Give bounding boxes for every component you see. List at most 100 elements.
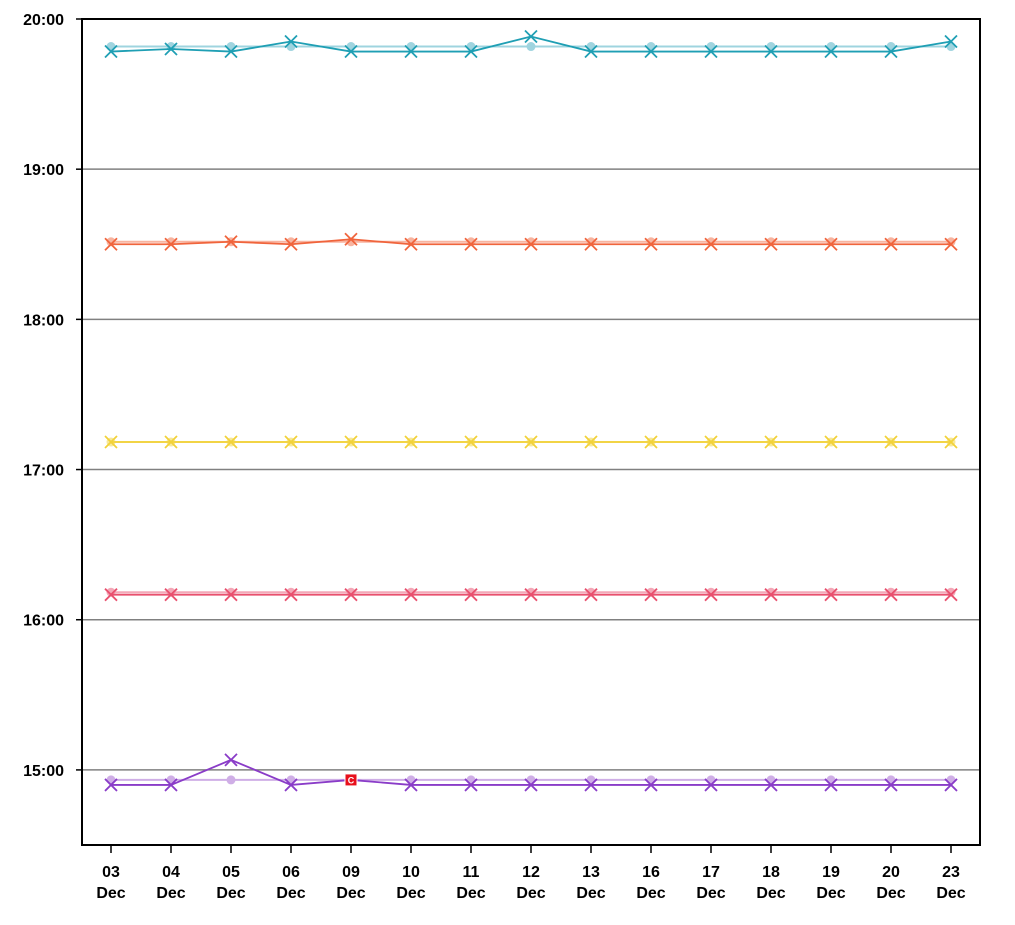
- actual-point-marker: [344, 44, 358, 59]
- x-tick-label-day: 18: [762, 864, 780, 881]
- x-tick-label-day: 23: [942, 864, 960, 881]
- x-tick-label-month: Dec: [336, 885, 365, 902]
- planned-point: [646, 42, 656, 52]
- x-tick-label-month: Dec: [96, 885, 125, 902]
- actual-point-marker: [404, 778, 418, 792]
- actual-point-marker: [344, 232, 358, 246]
- actual-point-marker: [944, 34, 958, 49]
- planned-point: [826, 775, 836, 785]
- actual-point-marker: [704, 237, 718, 251]
- actual-point-marker: [644, 588, 658, 602]
- series-4: [104, 753, 958, 792]
- actual-point-marker: [164, 237, 178, 251]
- planned-point: [526, 42, 536, 52]
- actual-point-marker: [704, 44, 718, 59]
- actual-point-marker: [164, 42, 178, 56]
- actual-point-marker: [584, 588, 598, 602]
- y-tick-label: 20:00: [23, 12, 64, 29]
- actual-point-marker: [464, 588, 478, 602]
- actual-point-marker: [464, 435, 478, 449]
- actual-point-marker: [764, 435, 778, 449]
- actual-point-marker: [764, 44, 778, 59]
- x-tick-label-month: Dec: [636, 885, 665, 902]
- planned-point: [406, 42, 416, 52]
- planned-point: [226, 42, 236, 52]
- x-tick-label-day: 05: [222, 864, 240, 881]
- actual-point-marker: [344, 435, 358, 449]
- actual-point-marker: [164, 588, 178, 602]
- planned-point: [526, 775, 536, 785]
- actual-point-marker: [404, 588, 418, 602]
- actual-point-marker: [824, 588, 838, 602]
- planned-point: [706, 775, 716, 785]
- actual-point-marker: [764, 778, 778, 792]
- planned-point: [766, 775, 776, 785]
- actual-point-marker: [884, 237, 898, 251]
- planned-point: [466, 775, 476, 785]
- y-tick-label: 15:00: [23, 763, 64, 780]
- actual-point-marker: [164, 778, 178, 792]
- x-tick-label-month: Dec: [756, 885, 785, 902]
- x-tick-label-month: Dec: [576, 885, 605, 902]
- planned-point: [586, 42, 596, 52]
- x-tick-label-day: 13: [582, 864, 600, 881]
- x-tick-label-day: 19: [822, 864, 840, 881]
- x-tick-label-month: Dec: [516, 885, 545, 902]
- x-tick-label-month: Dec: [156, 885, 185, 902]
- actual-point-marker: [644, 435, 658, 449]
- actual-point-marker: [224, 435, 238, 449]
- x-tick-label-day: 12: [522, 864, 540, 881]
- x-tick-label-day: 10: [402, 864, 420, 881]
- actual-point-marker: [224, 44, 238, 59]
- actual-point-marker: [284, 34, 298, 49]
- actual-point-marker: [404, 435, 418, 449]
- series-0: [104, 29, 958, 59]
- y-tick-label: 18:00: [23, 312, 64, 329]
- x-tick-label-month: Dec: [276, 885, 305, 902]
- planned-point: [886, 42, 896, 52]
- actual-point-marker: [524, 588, 538, 602]
- actual-point-marker: [944, 237, 958, 251]
- x-tick-label-day: 04: [162, 864, 180, 881]
- x-tick-label-day: 17: [702, 864, 720, 881]
- actual-point-marker: [404, 237, 418, 251]
- x-tick-label-day: 11: [463, 864, 480, 881]
- x-tick-label-month: Dec: [456, 885, 485, 902]
- axis-layer: 15:00 16:00 17:00 18:00 19:00 20:00 03 Dec 04 Dec…: [23, 12, 981, 902]
- planned-point: [646, 775, 656, 785]
- actual-point-marker: [104, 44, 118, 59]
- actual-point-marker: [284, 435, 298, 449]
- planned-point: [586, 775, 596, 785]
- x-tick-label-day: 16: [642, 864, 660, 881]
- actual-point-marker: [524, 778, 538, 792]
- actual-point-marker: [944, 435, 958, 449]
- annotation-badge-label: C: [348, 775, 355, 785]
- y-tick-label: 16:00: [23, 613, 64, 630]
- planned-point: [406, 775, 416, 785]
- actual-point-marker: [764, 588, 778, 602]
- x-tick-label-month: Dec: [396, 885, 425, 902]
- actual-point-marker: [884, 435, 898, 449]
- actual-point-marker: [164, 435, 178, 449]
- actual-point-marker: [824, 44, 838, 59]
- actual-point-marker: [644, 778, 658, 792]
- x-tick-label-month: Dec: [876, 885, 905, 902]
- planned-point: [946, 42, 956, 52]
- actual-point-marker: [404, 44, 418, 59]
- actual-point-marker: [824, 435, 838, 449]
- actual-point-marker: [284, 588, 298, 602]
- planned-point: [466, 42, 476, 52]
- actual-point-marker: [464, 237, 478, 251]
- actual-point-marker: [224, 753, 238, 767]
- actual-point-marker: [704, 588, 718, 602]
- actual-point-marker: [944, 588, 958, 602]
- actual-point-marker: [104, 778, 118, 792]
- actual-point-marker: [704, 778, 718, 792]
- actual-point-marker: [104, 435, 118, 449]
- planned-point: [706, 42, 716, 52]
- x-tick-label-day: 20: [882, 864, 900, 881]
- planned-point: [286, 42, 296, 52]
- actual-point-marker: [704, 435, 718, 449]
